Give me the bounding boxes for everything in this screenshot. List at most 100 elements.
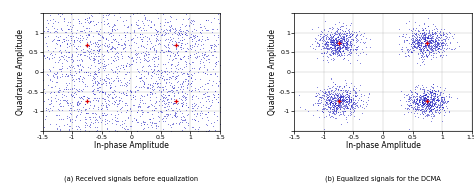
Point [333, 47, 340, 50]
Point [408, 91, 416, 94]
Point [100, 4, 107, 7]
Point [106, 83, 114, 86]
Point [411, 38, 419, 41]
Point [85, 57, 92, 60]
Point [137, 121, 145, 124]
Point [446, 47, 453, 50]
Point [405, 97, 413, 100]
Point [202, 105, 210, 108]
Point [424, 113, 431, 116]
Point [419, 95, 427, 98]
Point [90, 93, 97, 96]
Point [207, 47, 215, 50]
Point [422, 40, 430, 43]
Point [208, 104, 215, 107]
Point [433, 106, 441, 109]
Point [431, 33, 438, 36]
Point [59, 95, 66, 98]
Point [415, 45, 423, 48]
Point [328, 40, 336, 43]
Point [99, 82, 107, 85]
Point [334, 40, 342, 43]
Point [146, 90, 154, 93]
Point [314, 102, 322, 105]
Point [89, 107, 96, 110]
Point [410, 38, 417, 41]
Point [424, 104, 431, 107]
Point [196, 48, 203, 51]
Point [163, 78, 171, 81]
Point [312, 94, 320, 97]
Point [347, 99, 355, 102]
Point [436, 45, 443, 48]
Point [356, 40, 364, 43]
Point [333, 37, 340, 40]
Point [94, 82, 101, 85]
Point [121, 34, 129, 37]
Point [428, 41, 435, 44]
Point [420, 102, 428, 105]
Point [328, 100, 335, 103]
Point [412, 34, 420, 37]
Point [415, 45, 423, 48]
Point [412, 32, 420, 35]
Point [430, 89, 438, 92]
Point [238, 62, 246, 65]
Point [430, 45, 438, 48]
Point [410, 35, 418, 38]
Point [352, 95, 360, 98]
Point [117, 96, 125, 99]
Point [314, 99, 322, 102]
Point [326, 33, 334, 36]
Point [436, 47, 444, 50]
Point [429, 49, 437, 52]
Point [336, 42, 344, 45]
Point [332, 108, 339, 111]
Point [80, 10, 87, 13]
Point [217, 77, 225, 80]
Point [427, 99, 435, 102]
Point [82, 17, 89, 20]
Point [349, 99, 356, 102]
Point [335, 85, 342, 88]
Point [177, 47, 184, 50]
Point [36, 36, 43, 39]
Point [338, 92, 346, 95]
Point [427, 38, 435, 41]
Point [143, 39, 151, 42]
Point [414, 41, 422, 44]
Point [124, 147, 131, 150]
Point [332, 110, 340, 113]
Point [111, 56, 118, 59]
Point [407, 50, 415, 53]
Point [328, 41, 336, 44]
Point [161, 20, 169, 23]
Point [334, 108, 341, 111]
Point [422, 44, 430, 47]
Point [195, 135, 202, 138]
Point [332, 32, 339, 35]
Point [203, 82, 210, 85]
Point [417, 42, 425, 45]
Point [159, 98, 167, 101]
Point [419, 36, 427, 39]
Point [158, 104, 165, 107]
Point [411, 32, 419, 35]
Point [319, 103, 327, 106]
Point [345, 95, 352, 98]
Point [224, 25, 232, 28]
Point [311, 36, 319, 39]
Point [204, 98, 211, 101]
Point [71, 67, 78, 70]
Point [99, 90, 107, 93]
Point [325, 48, 332, 51]
Point [158, 77, 165, 80]
Point [191, 66, 198, 69]
Point [158, 94, 166, 97]
Point [86, 116, 93, 119]
Point [441, 87, 449, 90]
Point [422, 54, 429, 57]
Point [408, 105, 415, 108]
Point [453, 97, 461, 100]
Point [155, 110, 162, 113]
